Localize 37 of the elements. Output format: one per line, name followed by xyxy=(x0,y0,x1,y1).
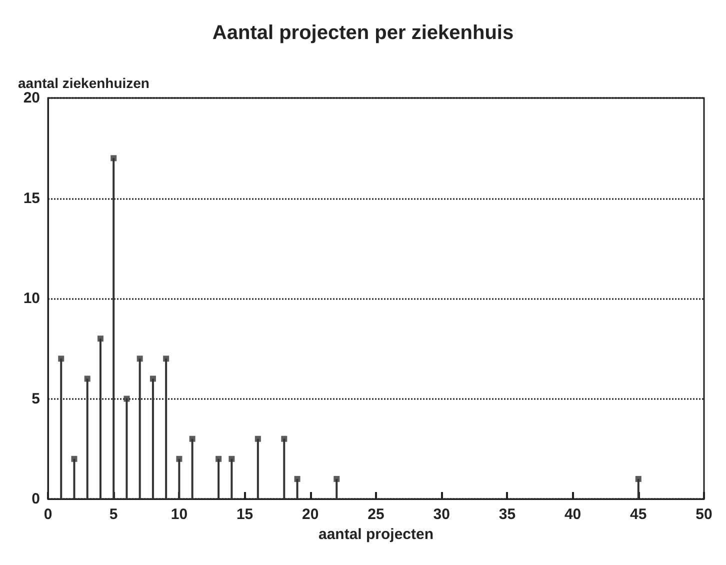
x-tick-label: 10 xyxy=(170,506,188,523)
y-tick-label: 15 xyxy=(23,190,40,207)
x-tick-label: 40 xyxy=(564,506,582,523)
point xyxy=(228,456,235,462)
x-axis-title: aantal projecten xyxy=(318,526,434,543)
chart-title: Aantal projecten per ziekenhuis xyxy=(212,22,514,44)
point xyxy=(150,376,156,382)
point xyxy=(58,356,64,362)
y-tick-label: 5 xyxy=(32,390,40,408)
x-tick-label: 35 xyxy=(498,506,516,523)
y-tick-label: 0 xyxy=(32,490,40,508)
x-tick-label: 15 xyxy=(236,506,254,523)
x-tick-label: 25 xyxy=(368,506,384,523)
x-tick-label: 5 xyxy=(109,506,118,523)
point xyxy=(281,436,288,442)
point xyxy=(136,356,143,362)
point xyxy=(216,456,222,462)
y-axis-title: aantal ziekenhuizen xyxy=(18,75,150,91)
point xyxy=(84,376,90,382)
x-tick-label: 45 xyxy=(630,506,647,523)
y-tick-label: 20 xyxy=(23,90,40,106)
point xyxy=(294,476,300,482)
point xyxy=(97,336,104,342)
point xyxy=(71,456,78,462)
point xyxy=(635,476,642,482)
point xyxy=(254,436,261,442)
x-tick-label: 20 xyxy=(302,506,319,523)
point xyxy=(176,456,182,462)
x-tick-label: 0 xyxy=(44,506,52,523)
point xyxy=(334,476,340,482)
x-tick-label: 30 xyxy=(433,506,450,523)
point xyxy=(124,396,130,402)
y-tick-label: 10 xyxy=(23,290,40,307)
point xyxy=(110,155,117,162)
point xyxy=(189,436,196,442)
x-tick-label: 50 xyxy=(696,506,712,523)
point xyxy=(163,356,170,362)
